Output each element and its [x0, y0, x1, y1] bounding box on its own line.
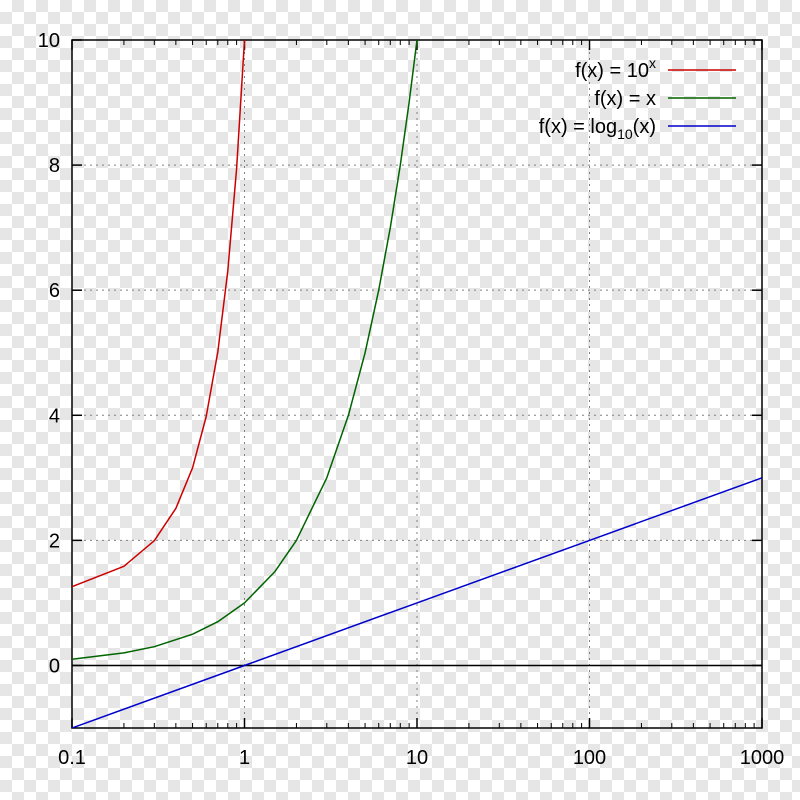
- legend-label-3: f(x) = log10(x): [539, 116, 656, 142]
- x-tick-label: 100: [573, 747, 606, 769]
- x-tick-label: 0.1: [58, 747, 86, 769]
- grid: [71, 39, 763, 728]
- legend-label-1: f(x) = 10x: [575, 55, 656, 82]
- legend-label-2: f(x) = x: [594, 88, 656, 110]
- x-tick-label: 10: [406, 747, 428, 769]
- series-line-3: [72, 477, 762, 728]
- y-tick-label: 2: [49, 530, 60, 552]
- y-tick-label: 8: [49, 155, 60, 177]
- legend: f(x) = 10x f(x) = x f(x) = log10(x): [539, 55, 736, 142]
- x-tick-label: 1: [239, 747, 250, 769]
- y-tick-label: 4: [49, 405, 60, 427]
- series-line-1: [72, 40, 246, 588]
- y-tick-label: 0: [49, 655, 60, 677]
- y-tick-label: 6: [49, 280, 60, 302]
- axis-ticks: 0.1 1 10 100 1000 0 2 4 6 8 10: [38, 30, 785, 769]
- y-tick-label: 10: [38, 30, 60, 52]
- x-tick-label: 1000: [740, 747, 785, 769]
- series-line-2: [72, 40, 418, 660]
- series: [72, 40, 762, 728]
